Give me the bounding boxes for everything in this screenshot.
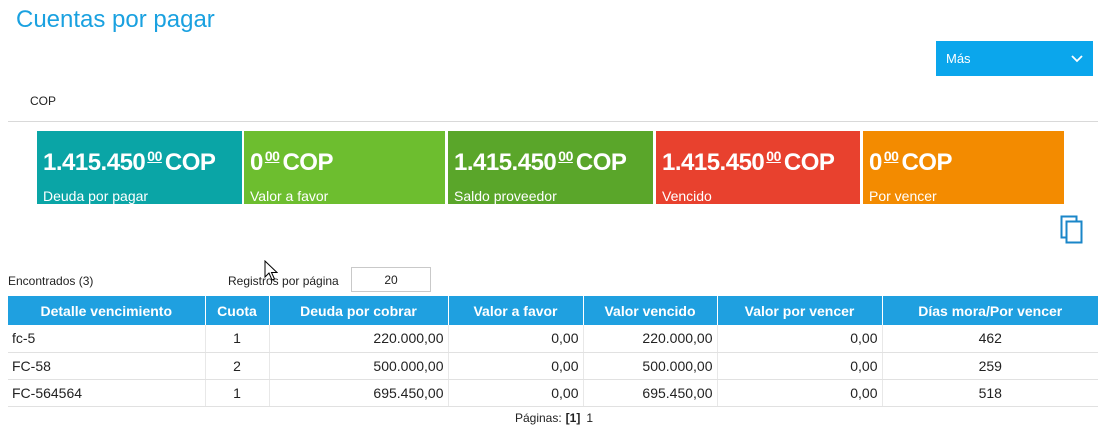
payables-table: Detalle vencimiento Cuota Deuda por cobr…: [8, 296, 1098, 407]
table-cell: 0,00: [448, 379, 584, 407]
column-header[interactable]: Valor a favor: [448, 296, 584, 325]
table-cell: 220.000,00: [269, 325, 449, 353]
table-cell: 0,00: [717, 352, 883, 380]
pagination: Páginas: [1] 1: [0, 411, 1108, 425]
per-page-input[interactable]: [351, 267, 431, 292]
table-cell: 0,00: [717, 379, 883, 407]
table-row: FC-58 2 500.000,00 0,00 500.000,00 0,00 …: [8, 352, 1098, 380]
table-cell: 0,00: [448, 325, 584, 353]
card-valor-a-favor[interactable]: 0 00 COP Valor a favor: [244, 131, 445, 204]
column-header[interactable]: Deuda por cobrar: [269, 296, 449, 325]
more-dropdown-label: Más: [946, 51, 971, 66]
table-cell: 462: [882, 325, 1098, 353]
pagination-current: [1]: [565, 411, 581, 425]
table-cell: 518: [882, 379, 1098, 407]
divider: [8, 121, 1098, 122]
table-header-row: Detalle vencimiento Cuota Deuda por cobr…: [8, 296, 1098, 325]
table-row: FC-564564 1 695.450,00 0,00 695.450,00 0…: [8, 379, 1098, 407]
table-cell: 500.000,00: [583, 352, 718, 380]
column-header[interactable]: Detalle vencimiento: [8, 296, 206, 325]
mouse-cursor-icon: [264, 260, 278, 281]
table-row: fc-5 1 220.000,00 0,00 220.000,00 0,00 4…: [8, 325, 1098, 353]
more-dropdown[interactable]: Más: [936, 41, 1093, 76]
card-vencido[interactable]: 1.415.450 00 COP Vencido: [656, 131, 860, 204]
currency-label: COP: [30, 94, 57, 108]
results-count: Encontrados (3): [8, 274, 94, 288]
card-amount: 1.415.450 00 COP: [662, 148, 835, 176]
table-cell: 695.450,00: [269, 379, 449, 407]
card-label: Saldo proveedor: [454, 188, 557, 204]
table-cell: 259: [882, 352, 1098, 380]
card-amount: 0 00 COP: [250, 148, 333, 176]
card-amount: 1.415.450 00 COP: [454, 148, 627, 176]
card-amount: 1.415.450 00 COP: [43, 148, 216, 176]
column-header[interactable]: Valor vencido: [583, 296, 718, 325]
page-title: Cuentas por pagar: [16, 6, 215, 33]
table-cell: 695.450,00: [583, 379, 718, 407]
pagination-label: Páginas:: [514, 411, 562, 425]
card-amount: 0 00 COP: [869, 148, 952, 176]
card-label: Por vencer: [869, 188, 937, 204]
card-label: Vencido: [662, 188, 712, 204]
per-page-label: Registros por página: [228, 274, 339, 288]
card-por-vencer[interactable]: 0 00 COP Por vencer: [863, 131, 1064, 204]
card-deuda-por-pagar[interactable]: 1.415.450 00 COP Deuda por pagar: [37, 131, 242, 204]
chevron-down-icon: [1071, 54, 1083, 62]
table-cell: 2: [205, 352, 270, 380]
column-header[interactable]: Días mora/Por vencer: [882, 296, 1098, 325]
card-saldo-proveedor[interactable]: 1.415.450 00 COP Saldo proveedor: [448, 131, 653, 204]
table-cell: 1: [205, 379, 270, 407]
column-header[interactable]: Valor por vencer: [717, 296, 883, 325]
table-cell: 0,00: [448, 352, 584, 380]
column-header[interactable]: Cuota: [205, 296, 270, 325]
table-cell: 500.000,00: [269, 352, 449, 380]
table-cell: 1: [205, 325, 270, 353]
table-cell: 0,00: [717, 325, 883, 353]
pagination-page-1[interactable]: 1: [586, 411, 594, 425]
table-cell: 220.000,00: [583, 325, 718, 353]
card-label: Valor a favor: [250, 188, 329, 204]
invoice-link[interactable]: FC-58: [8, 352, 206, 380]
card-label: Deuda por pagar: [43, 188, 149, 204]
invoice-link[interactable]: fc-5: [8, 325, 206, 353]
copy-icon[interactable]: [1060, 215, 1084, 245]
invoice-link[interactable]: FC-564564: [8, 379, 206, 407]
